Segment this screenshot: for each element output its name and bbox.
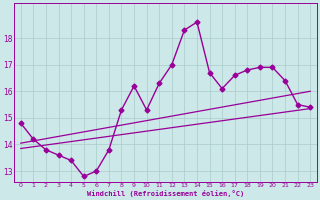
X-axis label: Windchill (Refroidissement éolien,°C): Windchill (Refroidissement éolien,°C) (87, 190, 244, 197)
